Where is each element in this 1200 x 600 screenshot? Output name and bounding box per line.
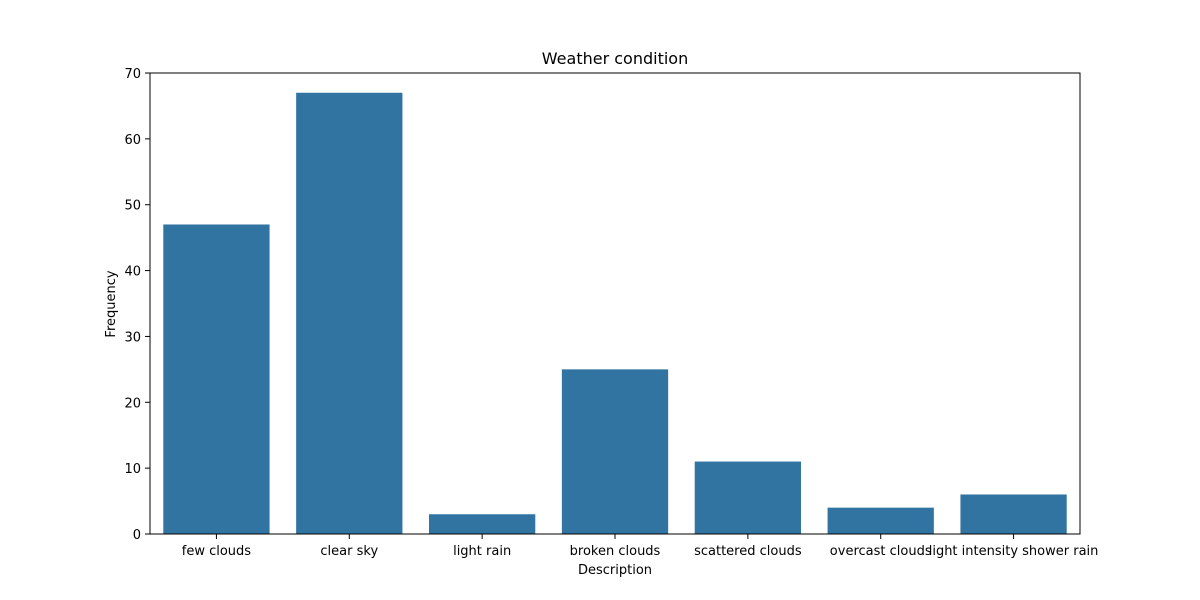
bar-few-clouds: [163, 224, 270, 534]
y-tick-label: 60: [124, 133, 141, 148]
y-tick-label: 20: [124, 396, 141, 411]
plot-frame: [149, 72, 1081, 535]
y-axis-ticks: 0 10 20 30 40 50 60 70: [124, 67, 150, 543]
y-tick-label: 70: [124, 67, 141, 82]
y-tick-label: 0: [133, 528, 141, 543]
x-axis-ticks: few clouds clear sky light rain broken clou…: [182, 534, 1099, 559]
bar-broken-clouds: [561, 369, 669, 534]
bar-overcast-clouds: [827, 507, 934, 534]
x-tick-label: broken clouds: [570, 544, 661, 559]
chart-title: Weather condition: [542, 49, 688, 68]
x-axis-label: Description: [578, 563, 652, 578]
y-axis-label: Frequency: [104, 270, 119, 337]
bar-light-rain: [429, 514, 536, 534]
x-tick-label: overcast clouds: [830, 544, 932, 559]
y-tick-label: 40: [124, 265, 141, 280]
x-tick-label: scattered clouds: [694, 544, 802, 559]
y-tick-label: 30: [124, 330, 141, 345]
y-tick-label: 50: [124, 199, 141, 214]
x-tick-label: few clouds: [182, 544, 252, 559]
x-tick-label: light rain: [453, 544, 511, 559]
x-tick-label: clear sky: [320, 544, 378, 559]
bar-light-intensity-shower-rain: [960, 494, 1067, 534]
bars-group: [163, 92, 1067, 534]
y-tick-label: 10: [124, 462, 141, 477]
bar-clear-sky: [296, 92, 403, 534]
bar-scattered-clouds: [694, 461, 801, 534]
x-tick-label: light intensity shower rain: [929, 544, 1099, 559]
